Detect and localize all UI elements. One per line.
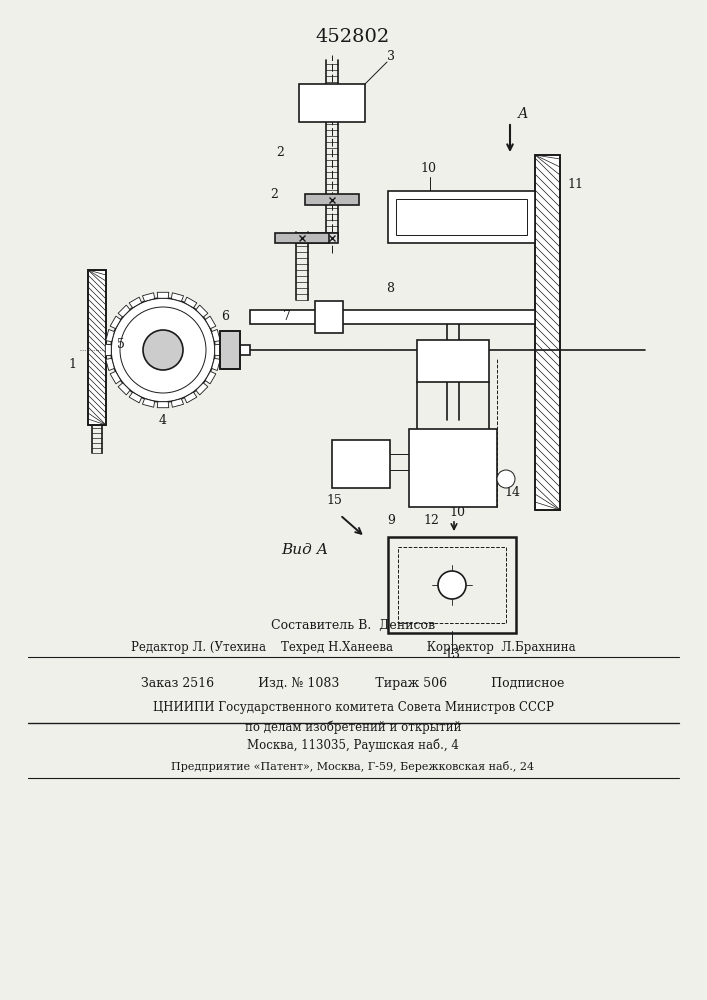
Text: 2: 2 [270, 188, 278, 202]
Text: Вид А: Вид А [281, 543, 329, 557]
Polygon shape [143, 293, 155, 301]
Bar [296, 233, 338, 243]
Bar [220, 331, 240, 369]
Bar [398, 547, 506, 623]
Bar [535, 155, 560, 510]
Bar [305, 194, 359, 205]
Bar [332, 440, 390, 488]
Polygon shape [205, 371, 216, 384]
Bar [299, 84, 365, 122]
Text: Москва, 113035, Раушская наб., 4: Москва, 113035, Раушская наб., 4 [247, 738, 459, 752]
Polygon shape [185, 297, 197, 308]
Text: 8: 8 [386, 282, 394, 296]
Bar [396, 199, 527, 235]
Circle shape [143, 330, 183, 370]
Text: 12: 12 [423, 514, 439, 528]
Text: 2: 2 [276, 145, 284, 158]
Text: 7: 7 [283, 310, 291, 324]
Polygon shape [205, 316, 216, 329]
Polygon shape [185, 392, 197, 403]
Polygon shape [105, 344, 111, 356]
Text: Заказ 2516           Изд. № 1083         Тираж 506           Подписное: Заказ 2516 Изд. № 1083 Тираж 506 Подписн… [141, 676, 565, 690]
Text: 15: 15 [326, 494, 342, 508]
Polygon shape [157, 292, 169, 298]
Polygon shape [171, 399, 184, 407]
Polygon shape [106, 329, 115, 342]
Text: 6: 6 [221, 310, 229, 322]
Polygon shape [118, 383, 130, 395]
Polygon shape [110, 371, 121, 384]
Text: по делам изобретений и открытий: по делам изобретений и открытий [245, 720, 461, 734]
Bar [417, 340, 489, 382]
Bar [409, 429, 497, 507]
Bar [388, 537, 516, 633]
Text: 1: 1 [68, 359, 76, 371]
Polygon shape [129, 297, 141, 308]
Text: 9: 9 [387, 514, 395, 528]
Text: Предприятие «Патент», Москва, Г-59, Бережковская наб., 24: Предприятие «Патент», Москва, Г-59, Бере… [171, 762, 534, 772]
Text: Редактор Л. (Утехина    Техред Н.Ханеева         Корректор  Л.Брахнина: Редактор Л. (Утехина Техред Н.Ханеева Ко… [131, 641, 575, 654]
Bar [88, 270, 106, 425]
Circle shape [438, 571, 466, 599]
Bar [250, 310, 535, 324]
Polygon shape [129, 392, 141, 403]
Polygon shape [215, 344, 221, 356]
Text: ø: ø [368, 463, 374, 473]
Polygon shape [196, 383, 208, 395]
Text: ЦНИИПИ Государственного комитета Совета Министров СССР: ЦНИИПИ Государственного комитета Совета … [153, 700, 554, 714]
Polygon shape [211, 329, 221, 342]
Polygon shape [110, 316, 121, 329]
Text: 452802: 452802 [316, 28, 390, 46]
Bar [388, 191, 535, 243]
Text: А: А [518, 107, 529, 121]
Circle shape [497, 470, 515, 488]
Bar [88, 270, 106, 425]
Bar [240, 345, 250, 355]
Bar [535, 155, 560, 510]
Text: 11: 11 [567, 178, 583, 192]
Polygon shape [196, 305, 208, 317]
Text: ø: ø [368, 439, 374, 449]
Bar [275, 233, 329, 243]
Text: 4: 4 [159, 414, 167, 426]
Polygon shape [171, 293, 184, 301]
Polygon shape [143, 399, 155, 407]
Text: 10: 10 [420, 162, 436, 176]
Text: 14: 14 [504, 486, 520, 498]
Polygon shape [106, 358, 115, 371]
Circle shape [111, 298, 215, 402]
Polygon shape [118, 305, 130, 317]
Bar [315, 301, 343, 333]
Polygon shape [211, 358, 221, 371]
Bar [220, 331, 240, 369]
Text: 10: 10 [449, 506, 465, 518]
Text: 5: 5 [117, 338, 125, 352]
Text: 3: 3 [387, 49, 395, 62]
Text: Составитель В.  Денисов: Составитель В. Денисов [271, 618, 435, 632]
Text: 13: 13 [444, 648, 460, 662]
Bar [106, 345, 111, 355]
Polygon shape [157, 402, 169, 408]
